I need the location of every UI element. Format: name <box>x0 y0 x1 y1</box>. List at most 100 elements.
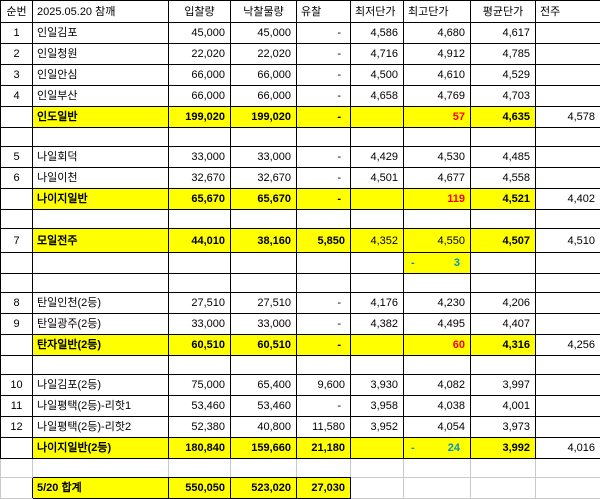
cell-won[interactable]: 33,000 <box>230 313 297 335</box>
cell-avg[interactable]: 4,529 <box>470 64 536 86</box>
header-bid[interactable]: 입찰량 <box>168 0 231 23</box>
cell-bid[interactable]: 199,020 <box>168 106 231 128</box>
cell-won[interactable]: 33,000 <box>230 146 297 168</box>
cell-prev[interactable] <box>535 458 600 478</box>
cell-max[interactable] <box>403 209 471 229</box>
cell-name[interactable] <box>32 127 169 147</box>
cell-no[interactable] <box>0 188 33 210</box>
cell-prev[interactable] <box>535 127 600 147</box>
cell-avg[interactable]: 4,617 <box>470 22 536 44</box>
cell-min[interactable]: 4,176 <box>350 292 404 314</box>
cell-min[interactable] <box>350 334 404 356</box>
cell-prev[interactable] <box>535 209 600 229</box>
cell-fail[interactable]: 5,850 <box>296 228 351 253</box>
cell-name[interactable] <box>32 273 169 293</box>
cell-bid[interactable] <box>168 355 231 375</box>
cell-won[interactable]: 159,660 <box>230 437 297 459</box>
cell-max[interactable]: -3 <box>403 252 471 274</box>
cell-fail[interactable]: - <box>296 43 351 65</box>
cell-avg[interactable] <box>470 273 536 293</box>
cell-no[interactable]: 2 <box>0 43 33 65</box>
cell-won[interactable]: 53,460 <box>230 395 297 417</box>
cell-name[interactable]: 나일회덕 <box>32 146 169 168</box>
cell-min[interactable]: 4,500 <box>350 64 404 86</box>
cell-no[interactable] <box>0 127 33 147</box>
cell-name[interactable]: 나이지일반 <box>32 188 169 210</box>
cell-no[interactable]: 6 <box>0 167 33 189</box>
cell-max[interactable]: 57 <box>403 106 471 128</box>
cell-prev[interactable] <box>535 416 600 438</box>
header-fail[interactable]: 유찰 <box>296 0 351 23</box>
cell-prev[interactable]: 4,256 <box>535 334 600 356</box>
cell-avg[interactable] <box>470 127 536 147</box>
cell-fail[interactable]: 21,180 <box>296 437 351 459</box>
cell-prev[interactable] <box>535 146 600 168</box>
cell-bid[interactable]: 27,510 <box>168 292 231 314</box>
cell-fail[interactable] <box>296 355 351 375</box>
cell-avg[interactable]: 4,521 <box>470 188 536 210</box>
cell-no[interactable] <box>0 458 33 478</box>
cell-max[interactable]: 4,530 <box>403 146 471 168</box>
header-prev[interactable]: 전주 <box>535 0 600 23</box>
header-name[interactable]: 2025.05.20 참깨 <box>32 0 169 23</box>
cell-max[interactable] <box>403 127 471 147</box>
cell-name[interactable] <box>32 355 169 375</box>
cell-min[interactable] <box>350 252 404 274</box>
cell-fail[interactable]: - <box>296 395 351 417</box>
cell-prev[interactable] <box>535 395 600 417</box>
cell-no[interactable] <box>0 273 33 293</box>
cell-prev[interactable]: 4,578 <box>535 106 600 128</box>
cell-min[interactable] <box>350 188 404 210</box>
cell-won[interactable]: 60,510 <box>230 334 297 356</box>
cell-min[interactable] <box>350 458 404 478</box>
cell-name[interactable] <box>32 458 169 478</box>
cell-name[interactable]: 나일평택(2등)-리핫1 <box>32 395 169 417</box>
cell-bid[interactable]: 65,670 <box>168 188 231 210</box>
header-no[interactable]: 순번 <box>0 0 33 23</box>
header-won[interactable]: 낙찰물량 <box>230 0 297 23</box>
cell-avg[interactable]: 3,997 <box>470 374 536 396</box>
cell-bid[interactable]: 550,050 <box>168 477 231 499</box>
cell-min[interactable] <box>350 355 404 375</box>
cell-bid[interactable]: 45,000 <box>168 22 231 44</box>
cell-max[interactable]: 4,610 <box>403 64 471 86</box>
cell-won[interactable]: 45,000 <box>230 22 297 44</box>
cell-max[interactable]: 4,550 <box>403 228 471 253</box>
cell-no[interactable]: 10 <box>0 374 33 396</box>
cell-min[interactable] <box>350 106 404 128</box>
cell-max[interactable]: 60 <box>403 334 471 356</box>
cell-avg[interactable]: 4,635 <box>470 106 536 128</box>
cell-fail[interactable]: - <box>296 313 351 335</box>
cell-fail[interactable]: - <box>296 167 351 189</box>
cell-fail[interactable]: - <box>296 85 351 107</box>
cell-bid[interactable]: 60,510 <box>168 334 231 356</box>
cell-prev[interactable] <box>535 64 600 86</box>
header-avg[interactable]: 평균단가 <box>470 0 536 23</box>
cell-name[interactable]: 나일평택(2등)-리핫2 <box>32 416 169 438</box>
cell-max[interactable] <box>403 273 471 293</box>
cell-prev[interactable] <box>535 374 600 396</box>
cell-won[interactable] <box>230 355 297 375</box>
cell-max[interactable]: 4,680 <box>403 22 471 44</box>
cell-avg[interactable]: 3,992 <box>470 437 536 459</box>
cell-min[interactable]: 4,716 <box>350 43 404 65</box>
cell-fail[interactable]: 27,030 <box>296 477 351 499</box>
cell-bid[interactable] <box>168 252 231 274</box>
cell-prev[interactable] <box>535 43 600 65</box>
cell-won[interactable] <box>230 127 297 147</box>
cell-avg[interactable]: 4,485 <box>470 146 536 168</box>
cell-prev[interactable] <box>535 252 600 274</box>
cell-min[interactable]: 4,352 <box>350 228 404 253</box>
cell-name[interactable]: 나이지일반(2등) <box>32 437 169 459</box>
cell-no[interactable]: 5 <box>0 146 33 168</box>
cell-bid[interactable] <box>168 127 231 147</box>
cell-won[interactable] <box>230 458 297 478</box>
cell-avg[interactable] <box>470 355 536 375</box>
cell-no[interactable]: 12 <box>0 416 33 438</box>
cell-bid[interactable]: 53,460 <box>168 395 231 417</box>
cell-no[interactable]: 9 <box>0 313 33 335</box>
cell-max[interactable]: 4,769 <box>403 85 471 107</box>
cell-prev[interactable] <box>535 22 600 44</box>
cell-name[interactable]: 5/20 합계 <box>32 477 169 499</box>
header-min[interactable]: 최저단가 <box>350 0 404 23</box>
